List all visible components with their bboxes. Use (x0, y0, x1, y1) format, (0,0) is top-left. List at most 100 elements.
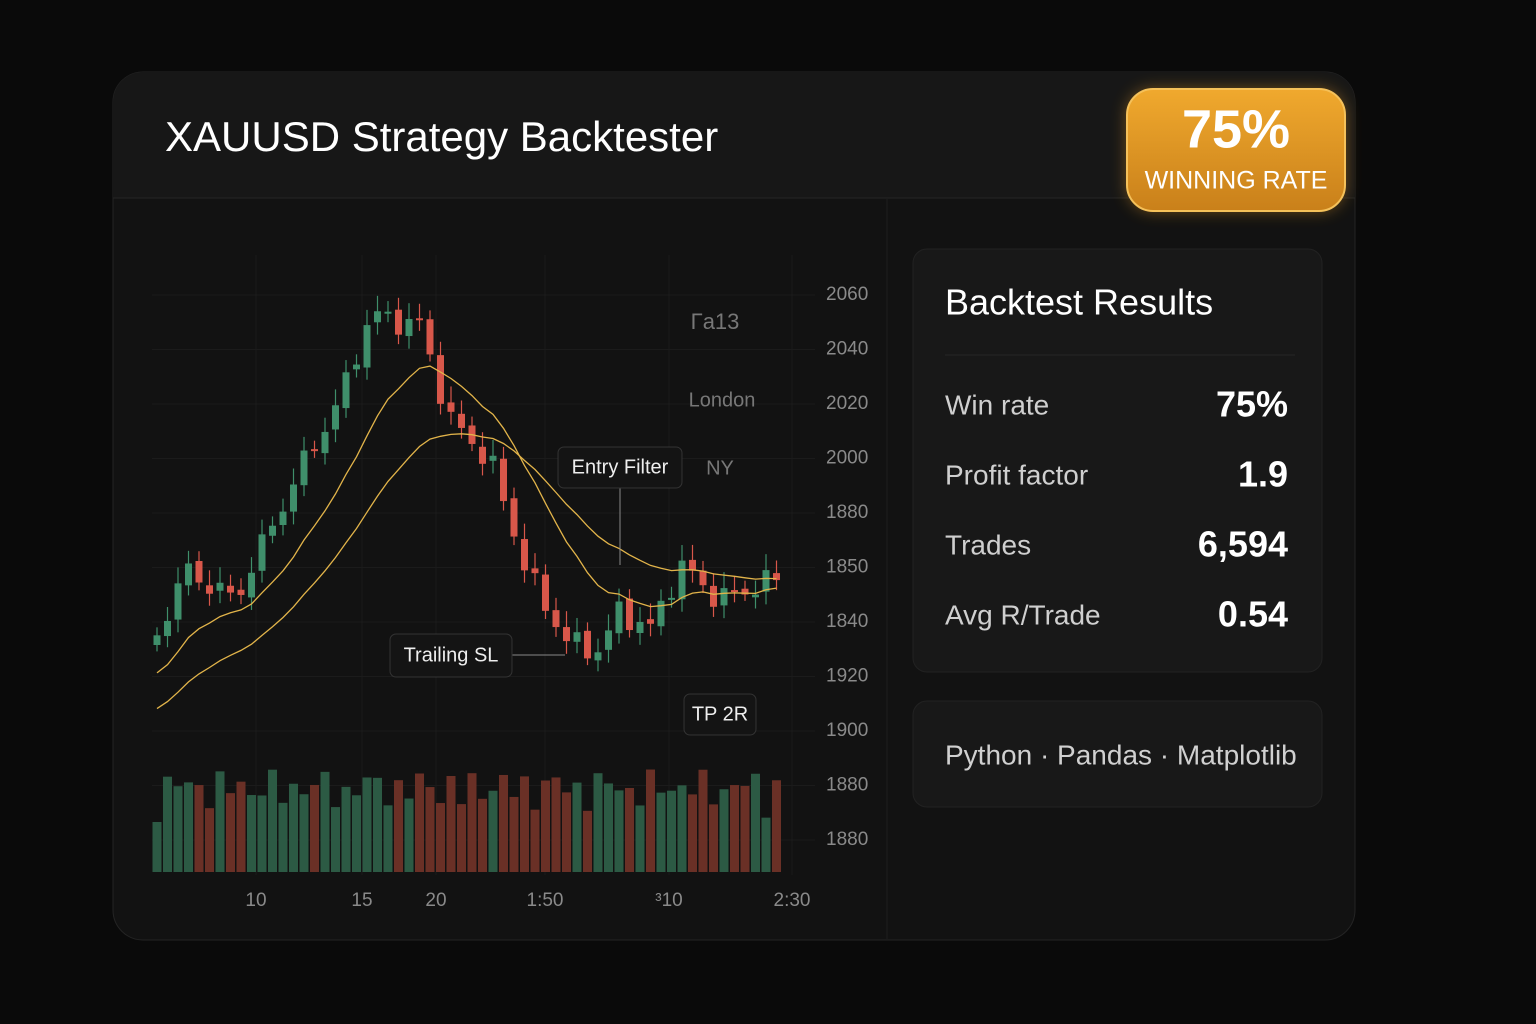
results-title: Backtest Results (945, 282, 1213, 323)
volume-bar (740, 785, 750, 872)
candle (437, 355, 444, 404)
candle (689, 559, 696, 571)
candle (489, 455, 497, 461)
y-axis-label: 2060 (826, 284, 868, 305)
volume-bar (215, 771, 225, 872)
x-axis-label: 1:50 (527, 890, 564, 911)
volume-bar (415, 773, 424, 872)
result-label: Avg R/Trade (945, 599, 1101, 630)
result-label: Trades (945, 529, 1031, 560)
header-bar (113, 72, 1355, 198)
candle (363, 325, 371, 368)
x-axis-label: 20 (425, 890, 446, 911)
x-axis-label: 15 (351, 890, 372, 911)
candle (563, 627, 570, 642)
candle (395, 309, 402, 335)
candle (300, 450, 308, 486)
volume-bar (173, 786, 183, 872)
title: XAUUSD Strategy Backtester (165, 113, 718, 160)
candle (426, 319, 434, 355)
badge (1126, 88, 1346, 212)
annotation: Γa13 (691, 309, 740, 334)
volume-bar (341, 786, 351, 872)
results-rows: Win rate 75% Profit factor 1.9 Trades 6,594 Av… (945, 384, 1288, 635)
candle (447, 402, 455, 412)
volume-bar (163, 776, 172, 872)
volume-bar (562, 792, 571, 872)
y-axis-label: 1900 (826, 720, 868, 741)
annotation: Trailing SL (404, 644, 499, 666)
candle (762, 570, 770, 592)
candle (584, 630, 591, 659)
candle (615, 601, 623, 634)
volume-bar (499, 774, 508, 872)
volume-bar (184, 782, 193, 872)
volume-bar (709, 804, 718, 872)
x-axis-label: 10 (245, 890, 266, 911)
volume-bar (289, 783, 298, 872)
annotation: Entry Filter (572, 456, 669, 478)
result-value: 6,594 (1198, 524, 1288, 565)
x-axis-label: 2:30 (774, 890, 811, 911)
volume-bar (320, 771, 330, 872)
volume-bar (236, 781, 246, 872)
candle (573, 632, 581, 642)
moving-average (156, 365, 777, 674)
volume-bar (205, 808, 214, 872)
volume-bar (425, 787, 435, 872)
volume-bar (698, 769, 708, 872)
candle (668, 597, 675, 600)
y-axis-label: 1920 (826, 666, 868, 687)
volume-bar (551, 777, 561, 872)
volume-bar (688, 794, 697, 872)
result-value: 0.54 (1218, 594, 1288, 635)
candle (657, 600, 665, 627)
candle (626, 598, 633, 631)
volume-bar (646, 769, 655, 872)
candle (752, 594, 759, 598)
y-axis-label: 2000 (826, 448, 868, 469)
candle (206, 585, 213, 594)
candle (699, 570, 707, 586)
candle (500, 458, 507, 502)
volume-bar (656, 792, 666, 872)
volume-bar (152, 822, 162, 872)
candle (636, 621, 644, 634)
candle (552, 610, 560, 628)
volume-bar (625, 787, 634, 872)
candle (678, 560, 686, 600)
candle (342, 372, 350, 409)
candle (248, 572, 255, 598)
result-label: Profit factor (945, 459, 1088, 490)
candle (153, 635, 161, 645)
tech-stack: Python · Pandas · Matplotlib (945, 739, 1297, 770)
volume-bar (530, 809, 540, 872)
annotation-box (389, 633, 513, 678)
y-axis-label: 2040 (826, 339, 868, 360)
volume-bar (719, 789, 729, 872)
y-axis-label: 1880 (826, 775, 868, 796)
volume-bar (478, 798, 487, 872)
candle (290, 484, 297, 512)
candle (773, 573, 780, 581)
badge-value: 75% (1182, 99, 1290, 159)
annotation: NY (706, 457, 734, 479)
volume-bar (677, 785, 687, 872)
candle (227, 585, 234, 593)
annotation: London (689, 389, 756, 411)
candle (510, 498, 518, 537)
candle (321, 431, 329, 454)
candle (384, 311, 392, 314)
volume-bar (446, 776, 456, 872)
candle (458, 413, 465, 428)
volume-bar (383, 805, 393, 872)
volume-bar (751, 773, 760, 872)
volume-bar (572, 782, 582, 872)
volume-bar (247, 795, 256, 872)
volume-bar (268, 769, 277, 872)
x-axis-label: ³10 (655, 890, 682, 911)
volume-bar (257, 795, 267, 872)
annotation-box (557, 446, 683, 489)
volume-bar (394, 780, 403, 872)
